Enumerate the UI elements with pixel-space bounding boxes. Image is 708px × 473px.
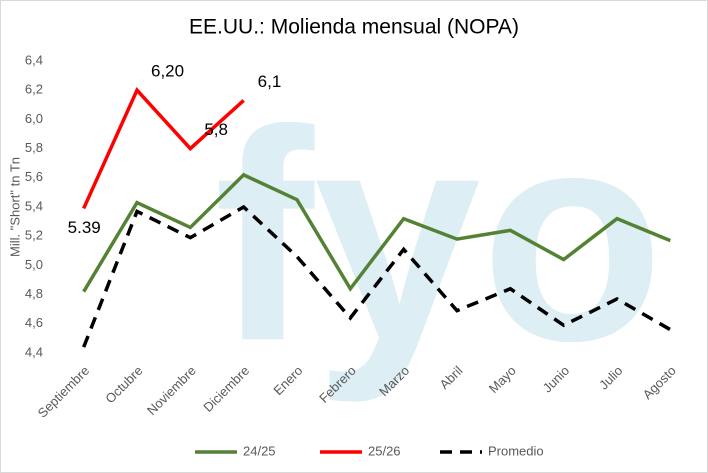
legend-label: Promedio xyxy=(488,443,544,458)
y-tick-label: 4,4 xyxy=(25,344,43,359)
data-label: 5,8 xyxy=(204,120,228,139)
y-tick-label: 5,6 xyxy=(25,169,43,184)
y-tick-label: 4,6 xyxy=(25,315,43,330)
y-tick-label: 6,0 xyxy=(25,111,43,126)
series-line xyxy=(82,87,245,210)
y-axis-label: Mill. "Short" tn Tn xyxy=(7,157,22,257)
data-label: 6,20 xyxy=(151,62,184,81)
y-tick-label: 5,2 xyxy=(25,228,43,243)
y-tick-label: 6,4 xyxy=(25,52,43,67)
y-tick-label: 6,2 xyxy=(25,82,43,97)
series-line xyxy=(82,204,672,348)
y-tick-label: 5,0 xyxy=(25,257,43,272)
y-tick-label: 5,4 xyxy=(25,198,43,213)
chart-title: EE.UU.: Molienda mensual (NOPA) xyxy=(189,16,519,39)
legend-label: 24/25 xyxy=(243,443,276,458)
y-tick-label: 5,8 xyxy=(25,140,43,155)
legend-label: 25/26 xyxy=(368,443,401,458)
data-label: 5.39 xyxy=(68,218,101,237)
watermark: fyo xyxy=(214,67,664,405)
y-tick-label: 4,8 xyxy=(25,286,43,301)
data-label: 6,1 xyxy=(258,72,282,91)
series-line xyxy=(82,172,671,293)
